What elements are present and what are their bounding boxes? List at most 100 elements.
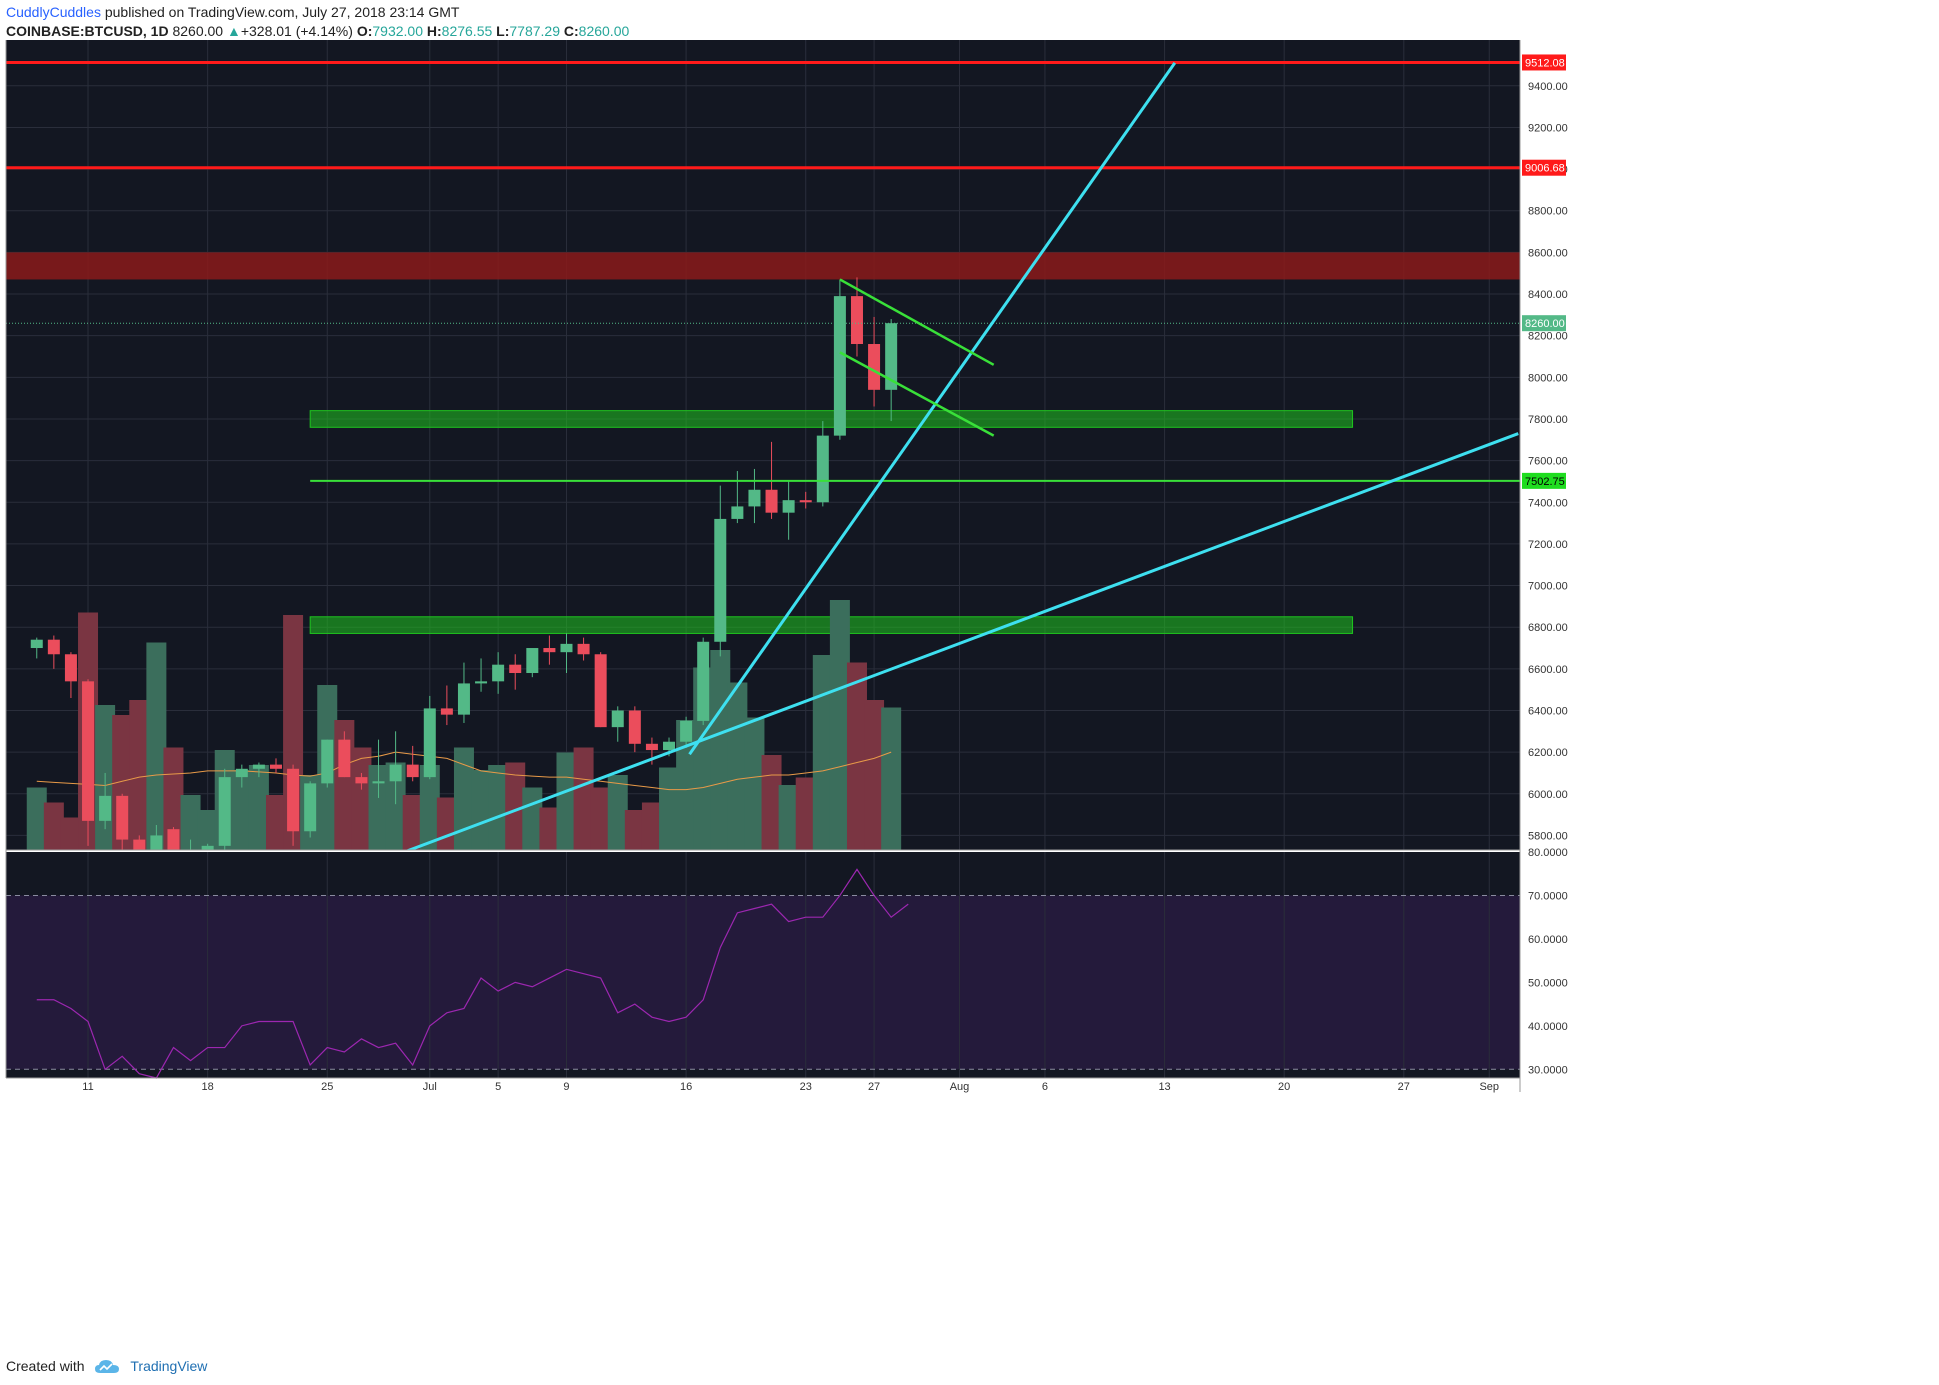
candle-body <box>64 654 77 682</box>
rsi-tick-label: 80.0000 <box>1528 847 1568 859</box>
volume-bar <box>60 817 81 850</box>
publish-line: CuddlyCuddles published on TradingView.c… <box>6 4 459 20</box>
volume-bar <box>26 787 47 850</box>
level-7502-tag <box>1522 472 1566 489</box>
volume-bar <box>761 755 782 850</box>
tradingview-cloud-icon[interactable] <box>94 1359 120 1375</box>
time-tick-label: Aug <box>950 1081 970 1093</box>
time-tick-label: 27 <box>868 1081 880 1093</box>
volume-bar <box>385 762 406 850</box>
chart-header: CuddlyCuddles published on TradingView.c… <box>6 2 1936 42</box>
candle-body <box>560 643 573 653</box>
high-value: 8276.55 <box>441 23 493 39</box>
time-tick-label: Jul <box>423 1081 437 1093</box>
volume-bar <box>522 787 543 850</box>
high-label: H: <box>426 23 442 39</box>
moving-average-line <box>36 751 892 791</box>
symbol-label[interactable]: COINBASE:BTCUSD, 1D <box>6 23 169 39</box>
price-tick-label: 7400.00 <box>1528 497 1568 509</box>
candle-body <box>885 323 898 390</box>
candle-body <box>99 795 112 821</box>
candle-body <box>697 641 710 721</box>
candle-body <box>372 781 385 784</box>
volume-bar <box>556 752 577 850</box>
last-price-tag <box>1522 315 1566 332</box>
volume-bar <box>265 795 286 850</box>
change-value: +328.01 (+4.14%) <box>240 23 353 39</box>
rsi-tick-label: 40.0000 <box>1528 1021 1568 1033</box>
price-tick-label: 9400.00 <box>1528 81 1568 93</box>
price-tick-label: 7600.00 <box>1528 456 1568 468</box>
volume-bar <box>368 765 389 850</box>
price-tick-label: 8800.00 <box>1528 206 1568 218</box>
volume-bar <box>505 762 526 850</box>
price-tick-label: 7000.00 <box>1528 581 1568 593</box>
author-link[interactable]: CuddlyCuddles <box>6 4 101 20</box>
time-tick-label: 9 <box>563 1081 569 1093</box>
candle-body <box>30 639 43 649</box>
candle-body <box>645 743 658 751</box>
candle-body <box>47 639 60 655</box>
candle-body <box>492 664 505 682</box>
volume-bar <box>812 655 833 850</box>
volume-bar <box>351 747 372 850</box>
candle-body <box>714 518 727 642</box>
close-label: C: <box>563 23 579 39</box>
candle-body <box>457 683 470 715</box>
time-tick-label: 13 <box>1158 1081 1170 1093</box>
candle-body <box>82 681 95 821</box>
candle-body <box>338 739 351 778</box>
candle-body <box>133 839 146 850</box>
candle-body <box>269 764 282 769</box>
price-tick-label: 7200.00 <box>1528 539 1568 551</box>
volume-bar <box>590 787 611 850</box>
volume-bar <box>846 662 867 850</box>
candle-body <box>680 720 693 742</box>
candle-body <box>116 795 129 840</box>
time-tick-label: 25 <box>321 1081 333 1093</box>
candle-body <box>594 654 607 728</box>
candle-body <box>611 710 624 728</box>
candle-body <box>150 835 163 850</box>
candle-body <box>663 741 676 751</box>
volume-bar <box>744 717 765 850</box>
candle-body <box>423 708 436 778</box>
candle-body <box>799 500 812 503</box>
price-layer <box>6 60 1520 850</box>
volume-bar <box>710 650 731 850</box>
rsi-tick-label: 30.0000 <box>1528 1064 1568 1076</box>
candle-body <box>287 768 300 832</box>
candle-body <box>389 764 402 782</box>
candle-body <box>850 296 863 345</box>
volume-bar <box>436 797 457 850</box>
candle-body <box>321 739 334 784</box>
volume-bar <box>829 600 850 850</box>
price-tick-label: 6200.00 <box>1528 747 1568 759</box>
volume-bar <box>607 775 628 850</box>
candle-body <box>201 845 214 850</box>
trendline <box>405 432 1519 850</box>
level-9512-tag <box>1522 54 1566 71</box>
volume-bar <box>163 747 184 850</box>
tradingview-brand[interactable]: TradingView <box>130 1358 208 1374</box>
volume-bar <box>539 807 560 850</box>
published-text: published on TradingView.com, July 27, 2… <box>104 4 460 20</box>
time-tick-label: 27 <box>1398 1081 1410 1093</box>
price-tick-label: 9200.00 <box>1528 122 1568 134</box>
rsi-tick-label: 70.0000 <box>1528 890 1568 902</box>
volume-bar <box>881 707 902 850</box>
created-with-text: Created with <box>6 1358 85 1374</box>
price-tick-label: 5800.00 <box>1528 830 1568 842</box>
candle-body <box>628 710 641 744</box>
price-tick-label: 8600.00 <box>1528 247 1568 259</box>
price-tick-label: 8400.00 <box>1528 289 1568 301</box>
price-chart[interactable]: 5800.00 6000.00 6200.00 6400.00 6600.00 6800.… <box>0 40 1939 1355</box>
candle-body <box>731 506 744 519</box>
price-tick-label: 6800.00 <box>1528 622 1568 634</box>
price-pane <box>6 40 1520 850</box>
volume-bar <box>488 765 509 850</box>
ohlc-line: COINBASE:BTCUSD, 1D 8260.00 ▲+328.01 (+4… <box>6 23 629 39</box>
rsi-band <box>6 895 1520 1070</box>
candle-body <box>868 344 881 390</box>
level-7502-label: 7502.75 <box>1525 476 1565 488</box>
